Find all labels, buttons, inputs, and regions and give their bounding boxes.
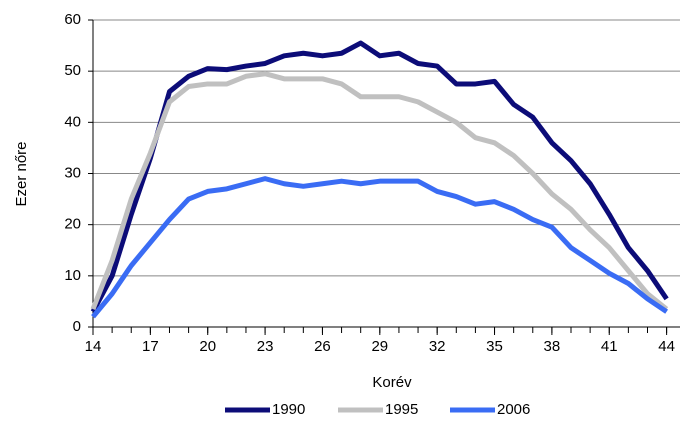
y-tick-label: 10 — [64, 267, 81, 284]
x-tick-label: 20 — [199, 338, 216, 355]
x-tick-label: 44 — [658, 338, 675, 355]
series-line — [90, 71, 669, 312]
x-tick-label: 14 — [85, 338, 102, 355]
legend-label: 2006 — [497, 401, 530, 418]
y-tick-label: 40 — [64, 113, 81, 130]
y-tick-label: 60 — [64, 11, 81, 28]
legend-label: 1990 — [272, 401, 305, 418]
x-tick-label: 38 — [544, 338, 561, 355]
legend-label: 1995 — [385, 401, 418, 418]
y-tick-label: 0 — [73, 318, 81, 335]
series-line — [91, 176, 669, 319]
y-tick-label: 20 — [64, 216, 81, 233]
x-tick-label: 32 — [429, 338, 446, 355]
x-tick-label: 23 — [257, 338, 274, 355]
y-tick-label: 30 — [64, 164, 81, 181]
y-axis-label: Ezer nőre — [13, 141, 30, 206]
y-tick-label: 50 — [64, 62, 81, 79]
x-axis-label: Korév — [372, 374, 412, 391]
x-tick-label: 35 — [486, 338, 503, 355]
x-tick-label: 41 — [601, 338, 618, 355]
x-tick-label: 26 — [314, 338, 331, 355]
x-tick-label: 17 — [142, 338, 159, 355]
series-line — [90, 40, 669, 313]
x-tick-label: 29 — [371, 338, 388, 355]
